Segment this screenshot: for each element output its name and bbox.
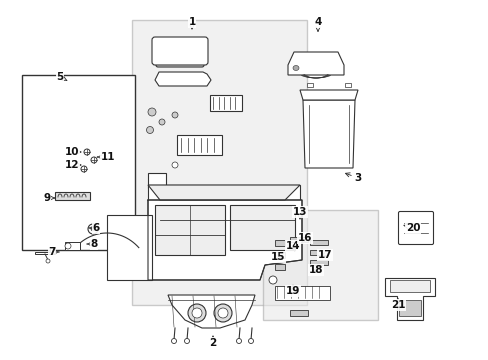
Text: 18: 18 <box>308 265 323 275</box>
Polygon shape <box>35 248 55 254</box>
Text: 20: 20 <box>403 223 419 233</box>
Text: 2: 2 <box>209 336 216 348</box>
Bar <box>345 83 350 87</box>
Circle shape <box>88 224 98 234</box>
Bar <box>309 260 327 265</box>
Bar <box>65 242 80 250</box>
Bar <box>22 75 135 250</box>
Text: 10: 10 <box>64 147 81 157</box>
Text: 13: 13 <box>292 207 306 219</box>
Bar <box>274 240 285 246</box>
Circle shape <box>84 149 90 155</box>
Text: 14: 14 <box>285 241 300 252</box>
Circle shape <box>172 112 178 118</box>
Text: 8: 8 <box>87 239 98 249</box>
Circle shape <box>214 304 231 322</box>
FancyBboxPatch shape <box>156 43 203 67</box>
Bar <box>274 252 285 258</box>
Bar <box>289 237 307 242</box>
Bar <box>132 20 306 305</box>
FancyBboxPatch shape <box>398 212 433 244</box>
Circle shape <box>46 259 50 263</box>
Text: 6: 6 <box>89 223 100 233</box>
Circle shape <box>287 241 295 249</box>
Polygon shape <box>384 278 434 320</box>
Text: 21: 21 <box>390 299 405 310</box>
Circle shape <box>248 338 253 343</box>
Text: 5: 5 <box>56 72 67 82</box>
Bar <box>274 264 285 270</box>
Bar <box>389 280 429 292</box>
Polygon shape <box>303 100 354 168</box>
Polygon shape <box>107 215 152 280</box>
Circle shape <box>81 166 87 172</box>
Polygon shape <box>148 185 299 230</box>
Bar <box>274 286 329 300</box>
Circle shape <box>159 119 164 125</box>
Text: 4: 4 <box>314 17 321 31</box>
Circle shape <box>187 304 205 322</box>
Bar <box>209 95 242 111</box>
Text: 9: 9 <box>43 193 54 203</box>
Circle shape <box>192 308 202 318</box>
Text: 15: 15 <box>270 252 285 262</box>
Circle shape <box>268 276 276 284</box>
Bar <box>306 83 312 87</box>
Ellipse shape <box>292 66 298 71</box>
Text: 17: 17 <box>317 250 332 260</box>
Bar <box>289 310 307 316</box>
Circle shape <box>146 126 153 134</box>
Text: 11: 11 <box>97 152 115 162</box>
Polygon shape <box>148 200 302 280</box>
Bar <box>55 192 90 200</box>
Bar <box>398 300 420 316</box>
Circle shape <box>184 338 189 343</box>
FancyBboxPatch shape <box>152 37 207 65</box>
Bar <box>309 250 327 255</box>
Circle shape <box>171 338 176 343</box>
Bar <box>263 210 377 320</box>
Circle shape <box>65 243 71 249</box>
Circle shape <box>218 308 227 318</box>
Circle shape <box>236 338 241 343</box>
Polygon shape <box>299 90 357 100</box>
Text: 12: 12 <box>64 160 81 170</box>
Text: 16: 16 <box>297 233 312 244</box>
Bar <box>229 205 294 250</box>
Text: 19: 19 <box>285 285 300 296</box>
Polygon shape <box>148 185 299 200</box>
Polygon shape <box>168 295 254 328</box>
Circle shape <box>172 162 178 168</box>
Bar <box>309 240 327 245</box>
Text: 1: 1 <box>188 17 195 29</box>
Bar <box>177 135 222 155</box>
Polygon shape <box>155 72 210 86</box>
Circle shape <box>148 108 156 116</box>
Text: 7: 7 <box>48 247 59 257</box>
Bar <box>148 173 165 188</box>
Text: 3: 3 <box>345 173 361 183</box>
Bar <box>155 205 224 255</box>
Circle shape <box>91 227 95 231</box>
Polygon shape <box>287 52 343 75</box>
Circle shape <box>91 157 97 163</box>
